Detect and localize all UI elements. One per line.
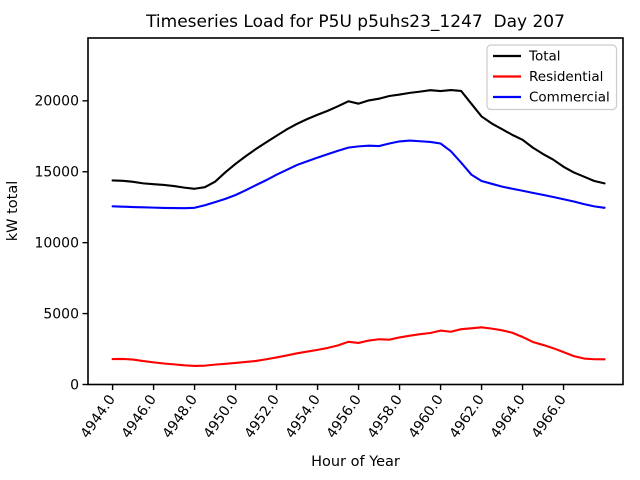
x-tick-label: 4952.0 [242, 392, 283, 441]
x-axis-label: Hour of Year [311, 454, 400, 470]
x-tick-label: 4946.0 [119, 392, 160, 441]
x-tick-label: 4962.0 [447, 392, 488, 441]
x-tick-label: 4964.0 [488, 392, 529, 441]
x-tick-label: 4948.0 [160, 392, 201, 441]
x-tick-label: 4950.0 [201, 392, 242, 441]
x-tick-label: 4944.0 [78, 392, 119, 441]
data-series [111, 89, 606, 367]
x-tick-label: 4958.0 [365, 392, 406, 441]
x-tick-label: 4960.0 [406, 392, 447, 441]
y-tick-label: 15000 [34, 165, 79, 181]
y-axis-label: kW total [5, 181, 21, 242]
x-tick-label: 4954.0 [283, 392, 324, 441]
legend-label-residential: Residential [529, 69, 603, 85]
series-line-residential [111, 326, 606, 367]
x-axis-ticks: 4944.0 4946.0 4948.0 4950.0 4952.0 4954.0 4956… [78, 384, 570, 441]
legend-box [486, 44, 618, 111]
legend-label-total: Total [528, 49, 561, 65]
chart-title: Timeseries Load for P5U p5uhs23_1247 Day… [145, 12, 565, 32]
y-tick-label: 20000 [34, 94, 79, 110]
plot-area-border [87, 37, 624, 386]
y-tick-label: 0 [70, 377, 79, 393]
x-tick-label: 4956.0 [324, 392, 365, 441]
legend: Total Residential Commercial [486, 44, 618, 111]
x-tick-label: 4966.0 [529, 392, 570, 441]
series-line-commercial [111, 139, 606, 210]
y-tick-label: 10000 [34, 235, 79, 251]
series-line-total [111, 89, 606, 190]
legend-label-commercial: Commercial [529, 90, 610, 106]
y-tick-label: 5000 [43, 306, 79, 322]
y-axis-ticks: 0 5000 10000 15000 20000 [34, 94, 88, 393]
